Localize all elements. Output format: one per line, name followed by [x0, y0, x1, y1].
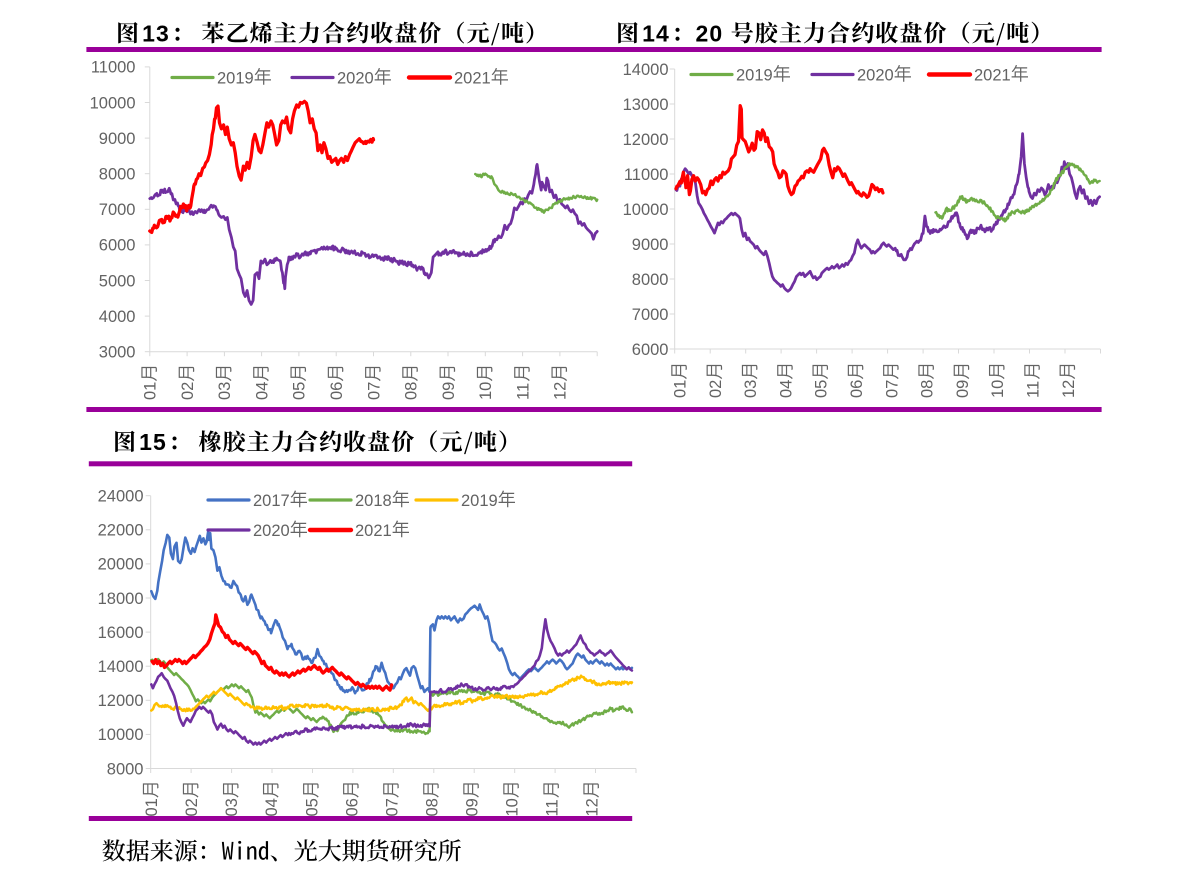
svg-text:12000: 12000 — [623, 131, 669, 149]
svg-text:03: 03 — [742, 380, 760, 398]
svg-text:08: 08 — [423, 798, 441, 816]
svg-text:13000: 13000 — [623, 96, 669, 114]
svg-text:01: 01 — [672, 380, 690, 398]
svg-text:2020: 2020 — [337, 69, 374, 87]
svg-text:2021: 2021 — [355, 522, 392, 540]
svg-text:06: 06 — [343, 798, 361, 816]
svg-text:20: 20 — [696, 20, 724, 46]
svg-text:03: 03 — [223, 798, 241, 816]
svg-text:6000: 6000 — [99, 237, 136, 255]
svg-text:14: 14 — [642, 20, 670, 46]
svg-text:05: 05 — [303, 798, 321, 816]
svg-text:02: 02 — [179, 382, 197, 400]
svg-text:07: 07 — [365, 382, 383, 400]
svg-text:2017: 2017 — [253, 492, 290, 510]
svg-text:12: 12 — [552, 382, 570, 400]
svg-text:7000: 7000 — [632, 306, 669, 324]
svg-text:10: 10 — [477, 382, 495, 400]
svg-text:10: 10 — [989, 380, 1007, 398]
svg-text:15: 15 — [139, 429, 167, 455]
svg-text:14000: 14000 — [623, 61, 669, 79]
svg-text:3000: 3000 — [99, 344, 136, 362]
svg-text:11000: 11000 — [91, 59, 136, 77]
svg-text:2020: 2020 — [253, 522, 290, 540]
svg-text:04: 04 — [263, 798, 281, 816]
svg-text:11000: 11000 — [624, 166, 669, 184]
svg-text:14000: 14000 — [98, 658, 144, 676]
svg-text:13: 13 — [142, 20, 170, 46]
svg-text:2021: 2021 — [974, 66, 1011, 84]
svg-text:2019: 2019 — [736, 66, 773, 84]
svg-text:09: 09 — [464, 798, 482, 816]
svg-text:08: 08 — [403, 382, 421, 400]
svg-text:07: 07 — [383, 798, 401, 816]
svg-text:02: 02 — [183, 798, 201, 816]
svg-text:10: 10 — [504, 798, 522, 816]
svg-text:11: 11 — [544, 799, 562, 816]
svg-text:03: 03 — [216, 382, 234, 400]
svg-text:18000: 18000 — [98, 590, 144, 608]
svg-text:24000: 24000 — [98, 488, 144, 506]
svg-text:11: 11 — [1025, 381, 1043, 398]
svg-text:16000: 16000 — [98, 624, 144, 642]
svg-text:05: 05 — [813, 380, 831, 398]
svg-text:06: 06 — [848, 380, 866, 398]
svg-text:8000: 8000 — [632, 271, 669, 289]
svg-text:10000: 10000 — [98, 726, 144, 744]
svg-text:2019: 2019 — [461, 492, 498, 510]
svg-text:12: 12 — [1060, 380, 1078, 398]
svg-text:6000: 6000 — [632, 341, 669, 359]
svg-text:2020: 2020 — [857, 66, 894, 84]
svg-text:08: 08 — [919, 380, 937, 398]
svg-text:9000: 9000 — [99, 130, 136, 148]
svg-text:07: 07 — [883, 380, 901, 398]
svg-text:11: 11 — [514, 383, 532, 400]
svg-text:5000: 5000 — [99, 272, 136, 290]
svg-text:20000: 20000 — [98, 556, 144, 574]
svg-text:01: 01 — [142, 382, 160, 400]
svg-text:09: 09 — [954, 380, 972, 398]
svg-text:10000: 10000 — [623, 201, 669, 219]
svg-text:4000: 4000 — [99, 308, 136, 326]
svg-text:2019: 2019 — [217, 69, 254, 87]
svg-text:7000: 7000 — [99, 201, 136, 219]
svg-text:09: 09 — [440, 382, 458, 400]
svg-text:05: 05 — [291, 382, 309, 400]
svg-text:02: 02 — [707, 380, 725, 398]
svg-text:04: 04 — [777, 380, 795, 398]
svg-text:04: 04 — [253, 382, 271, 400]
svg-text:2018: 2018 — [355, 492, 392, 510]
svg-text:9000: 9000 — [632, 236, 669, 254]
svg-text:06: 06 — [328, 382, 346, 400]
svg-text:12: 12 — [584, 798, 602, 816]
svg-text:2021: 2021 — [454, 69, 491, 87]
svg-text:22000: 22000 — [98, 522, 144, 540]
svg-text:8000: 8000 — [99, 166, 136, 184]
svg-text:01: 01 — [143, 798, 161, 816]
svg-text:10000: 10000 — [90, 94, 136, 112]
svg-text:8000: 8000 — [107, 760, 144, 778]
svg-text:12000: 12000 — [98, 692, 144, 710]
